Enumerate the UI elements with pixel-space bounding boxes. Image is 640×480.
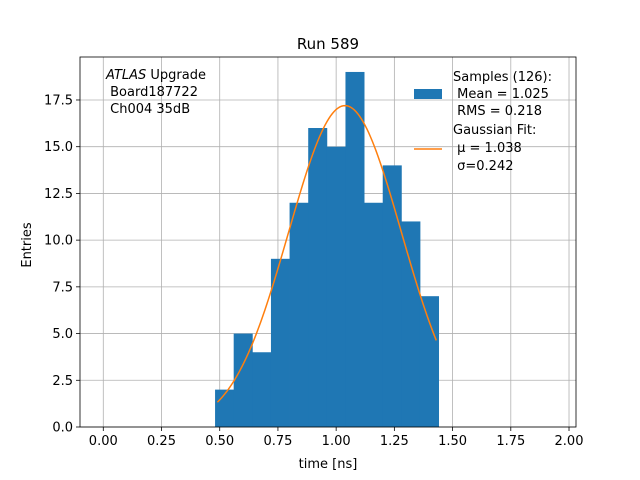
legend-fit-line-2: μ = 1.038 [453,141,522,156]
y-tick-label: 12.5 [44,187,73,202]
x-tick-label: 0.50 [205,434,234,449]
y-tick-label: 17.5 [44,93,73,108]
x-tick-label: 2.00 [555,434,584,449]
histogram-bar [270,258,290,427]
y-tick-label: 15.0 [44,140,73,155]
x-tick-label: 1.75 [496,434,525,449]
legend-samples-line-2: Mean = 1.025 [453,87,549,102]
gaussian-fit-curve [216,104,437,403]
histogram-bar [233,333,253,427]
axes-spine [79,56,577,428]
histogram-bar [308,128,328,427]
y-tick-label: 7.5 [52,280,73,295]
y-tick-label: 2.5 [52,374,73,389]
annotation-line-3: Ch004 35dB [106,102,190,117]
histogram-bar [419,296,440,427]
histogram-bar [252,352,272,427]
legend-samples-line-1: Samples (126): [453,70,552,85]
y-tick-label: 0.0 [52,421,73,436]
legend: Samples (126): Mean = 1.025 RMS = 0.218 … [414,70,552,174]
x-axis-label: time [ns] [299,457,358,472]
ticks: 0.00 0.25 0.50 0.75 1.00 1.25 1.50 1.75 2.00 0.0 2… [44,93,583,449]
x-tick-label: 1.50 [438,434,467,449]
chart-title: Run 589 [297,35,359,53]
y-tick-label: 10.0 [44,234,73,249]
y-axis-label: Entries [20,222,35,268]
y-tick-label: 5.0 [52,327,73,342]
fit-curve-group [216,104,437,403]
annotation-upgrade: Upgrade [146,68,206,83]
axes-frame [79,56,577,428]
x-tick-label: 0.00 [89,434,118,449]
legend-fit-line-1: Gaussian Fit: [453,123,536,138]
histogram-bar [364,202,384,427]
histogram-bar [401,221,421,427]
histogram-bar [326,146,346,428]
histogram-bar [345,71,365,427]
x-tick-label: 0.25 [147,434,176,449]
x-tick-label: 1.00 [322,434,351,449]
annotation-atlas-italic: ATLAS [105,68,146,83]
histogram-bar [382,165,402,427]
legend-fit-line-3: σ=0.242 [453,159,513,174]
histogram-bars [215,71,440,428]
annotation-line-1: ATLAS Upgrade [105,68,206,83]
annotation-line-2: Board187722 [106,85,198,100]
legend-samples-line-3: RMS = 0.218 [453,104,542,119]
x-tick-label: 1.25 [380,434,409,449]
histogram-bar [289,202,309,427]
legend-samples-swatch [414,89,442,99]
atlas-annotation: ATLAS Upgrade Board187722 Ch004 35dB [105,68,206,117]
x-tick-label: 0.75 [263,434,292,449]
